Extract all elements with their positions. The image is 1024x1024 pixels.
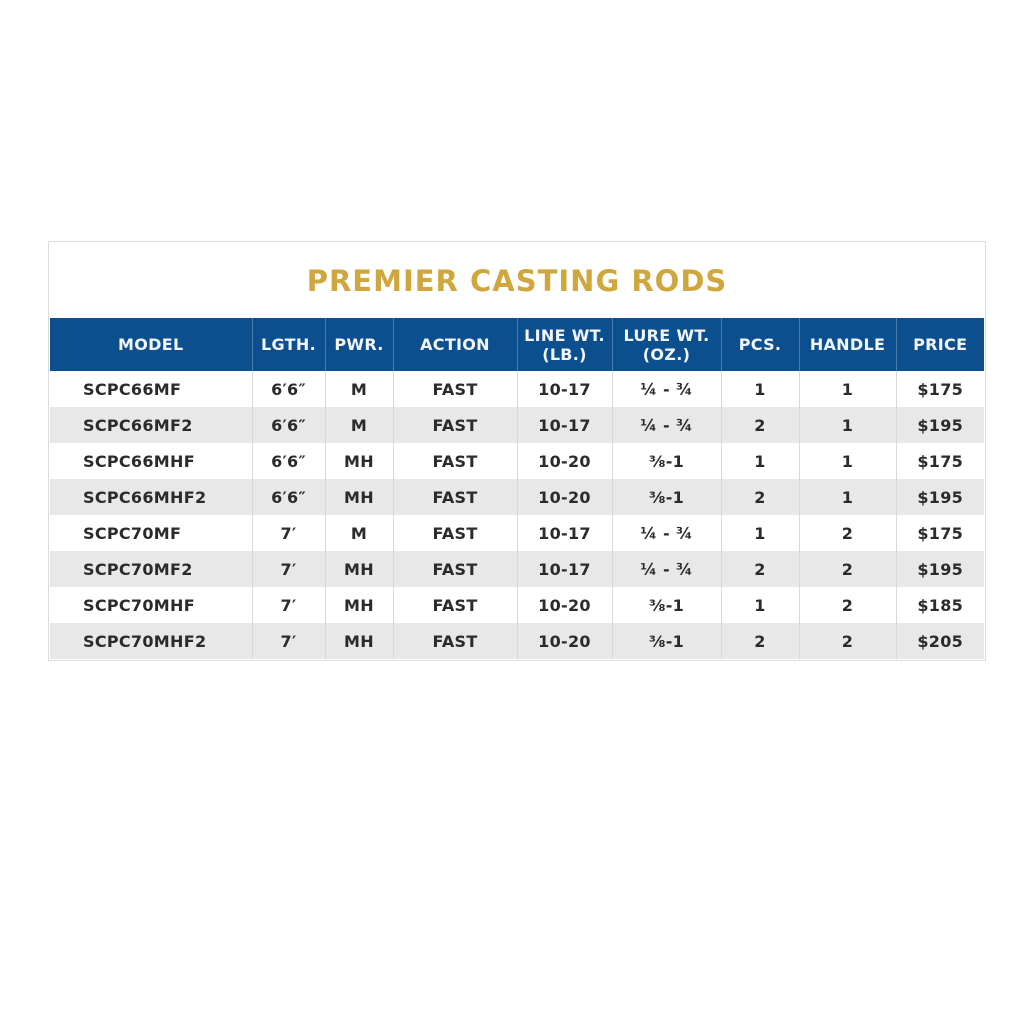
cell-line-weight: 10-20 bbox=[516, 443, 612, 479]
cell-line-weight: 10-17 bbox=[516, 407, 612, 443]
table-row: SCPC70MF2 7′ MH FAST 10-17 ¼ - ¾ 2 2 $19… bbox=[50, 551, 984, 587]
cell-handle: 2 bbox=[798, 587, 896, 623]
cell-handle: 1 bbox=[798, 443, 896, 479]
table-row: SCPC70MF 7′ M FAST 10-17 ¼ - ¾ 1 2 $175 bbox=[50, 515, 984, 551]
cell-power: M bbox=[324, 515, 393, 551]
cell-line-weight: 10-20 bbox=[516, 587, 612, 623]
table-row: SCPC70MHF 7′ MH FAST 10-20 ⅜-1 1 2 $185 bbox=[50, 587, 984, 623]
cell-action: FAST bbox=[392, 407, 517, 443]
cell-price: $175 bbox=[895, 515, 984, 551]
cell-lure-weight: ¼ - ¾ bbox=[611, 515, 721, 551]
cell-power: M bbox=[324, 371, 393, 407]
cell-handle: 1 bbox=[798, 479, 896, 515]
cell-length: 7′ bbox=[251, 623, 325, 659]
cell-pieces: 1 bbox=[720, 515, 799, 551]
cell-action: FAST bbox=[392, 479, 517, 515]
cell-handle: 1 bbox=[798, 407, 896, 443]
cell-price: $175 bbox=[895, 371, 984, 407]
cell-power: MH bbox=[324, 623, 393, 659]
cell-price: $195 bbox=[895, 479, 984, 515]
cell-lure-weight: ¼ - ¾ bbox=[611, 551, 721, 587]
cell-line-weight: 10-17 bbox=[516, 371, 612, 407]
cell-pieces: 1 bbox=[720, 587, 799, 623]
cell-length: 7′ bbox=[251, 587, 325, 623]
cell-length: 7′ bbox=[251, 551, 325, 587]
cell-lure-weight: ¼ - ¾ bbox=[611, 407, 721, 443]
cell-model: SCPC66MHF2 bbox=[50, 479, 252, 515]
cell-pieces: 2 bbox=[720, 479, 799, 515]
header-line-weight-line1: LINE WT. bbox=[524, 325, 605, 345]
cell-line-weight: 10-20 bbox=[516, 479, 612, 515]
rod-spec-table: MODEL LGTH. PWR. ACTION LINE WT. (LB.) L… bbox=[50, 318, 984, 659]
cell-lure-weight: ¼ - ¾ bbox=[611, 371, 721, 407]
cell-length: 6′6″ bbox=[251, 443, 325, 479]
cell-line-weight: 10-20 bbox=[516, 623, 612, 659]
cell-power: MH bbox=[324, 443, 393, 479]
cell-action: FAST bbox=[392, 515, 517, 551]
cell-length: 6′6″ bbox=[251, 479, 325, 515]
table-row: SCPC70MHF2 7′ MH FAST 10-20 ⅜-1 2 2 $205 bbox=[50, 623, 984, 659]
cell-model: SCPC70MF2 bbox=[50, 551, 252, 587]
cell-lure-weight: ⅜-1 bbox=[611, 479, 721, 515]
header-line-weight: LINE WT. (LB.) bbox=[516, 318, 612, 371]
header-lure-weight-line2: (OZ.) bbox=[642, 344, 691, 364]
cell-length: 6′6″ bbox=[251, 407, 325, 443]
header-lure-weight-line1: LURE WT. bbox=[623, 325, 710, 345]
spec-table-card: PREMIER CASTING RODS MODEL LGTH. PWR. AC… bbox=[48, 241, 986, 661]
cell-model: SCPC70MHF bbox=[50, 587, 252, 623]
header-price: PRICE bbox=[895, 318, 984, 371]
cell-action: FAST bbox=[392, 443, 517, 479]
header-lure-weight: LURE WT. (OZ.) bbox=[611, 318, 721, 371]
header-handle: HANDLE bbox=[798, 318, 896, 371]
cell-lure-weight: ⅜-1 bbox=[611, 443, 721, 479]
cell-pieces: 1 bbox=[720, 443, 799, 479]
cell-model: SCPC66MHF bbox=[50, 443, 252, 479]
cell-handle: 1 bbox=[798, 371, 896, 407]
table-row: SCPC66MF2 6′6″ M FAST 10-17 ¼ - ¾ 2 1 $1… bbox=[50, 407, 984, 443]
cell-lure-weight: ⅜-1 bbox=[611, 623, 721, 659]
cell-power: MH bbox=[324, 551, 393, 587]
cell-pieces: 2 bbox=[720, 551, 799, 587]
cell-action: FAST bbox=[392, 587, 517, 623]
cell-pieces: 2 bbox=[720, 623, 799, 659]
table-row: SCPC66MHF 6′6″ MH FAST 10-20 ⅜-1 1 1 $17… bbox=[50, 443, 984, 479]
header-row: MODEL LGTH. PWR. ACTION LINE WT. (LB.) L… bbox=[50, 318, 984, 371]
header-model: MODEL bbox=[50, 318, 252, 371]
cell-length: 6′6″ bbox=[251, 371, 325, 407]
header-length: LGTH. bbox=[251, 318, 325, 371]
cell-price: $175 bbox=[895, 443, 984, 479]
cell-model: SCPC66MF2 bbox=[50, 407, 252, 443]
header-pieces: PCS. bbox=[720, 318, 799, 371]
cell-price: $195 bbox=[895, 551, 984, 587]
cell-action: FAST bbox=[392, 623, 517, 659]
table-title: PREMIER CASTING RODS bbox=[306, 264, 728, 298]
table-row: SCPC66MHF2 6′6″ MH FAST 10-20 ⅜-1 2 1 $1… bbox=[50, 479, 984, 515]
cell-model: SCPC70MHF2 bbox=[50, 623, 252, 659]
cell-price: $185 bbox=[895, 587, 984, 623]
header-action: ACTION bbox=[392, 318, 517, 371]
header-line-weight-line2: (LB.) bbox=[542, 344, 587, 364]
cell-model: SCPC66MF bbox=[50, 371, 252, 407]
cell-handle: 2 bbox=[798, 515, 896, 551]
cell-handle: 2 bbox=[798, 551, 896, 587]
table-row: SCPC66MF 6′6″ M FAST 10-17 ¼ - ¾ 1 1 $17… bbox=[50, 371, 984, 407]
header-power: PWR. bbox=[324, 318, 393, 371]
cell-lure-weight: ⅜-1 bbox=[611, 587, 721, 623]
cell-power: MH bbox=[324, 587, 393, 623]
cell-length: 7′ bbox=[251, 515, 325, 551]
cell-action: FAST bbox=[392, 551, 517, 587]
cell-action: FAST bbox=[392, 371, 517, 407]
cell-model: SCPC70MF bbox=[50, 515, 252, 551]
cell-pieces: 2 bbox=[720, 407, 799, 443]
cell-power: MH bbox=[324, 479, 393, 515]
cell-line-weight: 10-17 bbox=[516, 551, 612, 587]
cell-pieces: 1 bbox=[720, 371, 799, 407]
cell-price: $205 bbox=[895, 623, 984, 659]
cell-price: $195 bbox=[895, 407, 984, 443]
cell-power: M bbox=[324, 407, 393, 443]
cell-handle: 2 bbox=[798, 623, 896, 659]
cell-line-weight: 10-17 bbox=[516, 515, 612, 551]
